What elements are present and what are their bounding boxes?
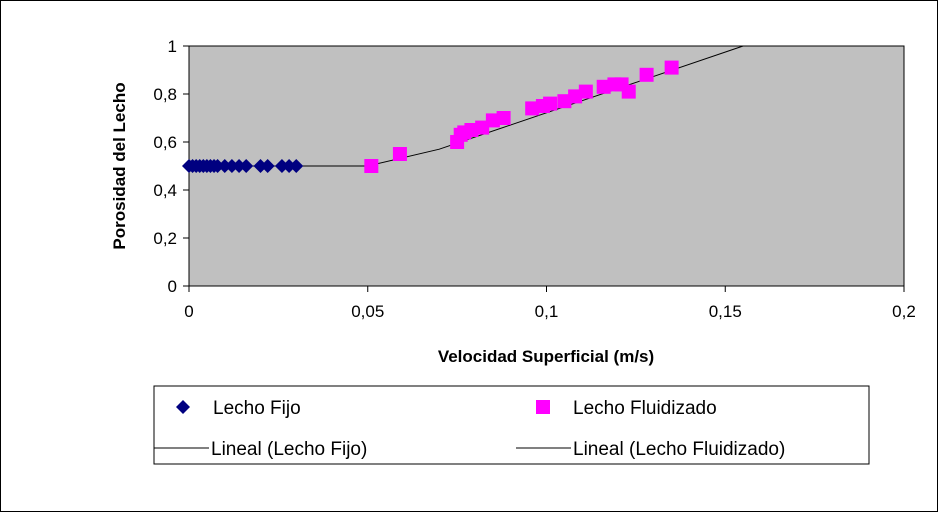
lecho-fijo-point bbox=[253, 159, 268, 173]
lecho-fluidizado-point bbox=[664, 60, 679, 75]
lecho-fluidizado-point bbox=[525, 101, 540, 116]
legend-marker bbox=[176, 400, 190, 414]
x-tick-label: 0 bbox=[184, 302, 193, 321]
lecho-fluidizado-point bbox=[557, 94, 572, 109]
y-tick-label: 0,2 bbox=[153, 229, 177, 248]
lecho-fluidizado-point bbox=[464, 123, 479, 137]
lecho-fluidizado-point bbox=[621, 84, 636, 99]
y-tick-label: 0,8 bbox=[153, 85, 177, 104]
lecho-fijo-point bbox=[289, 159, 304, 173]
x-axis-title: Velocidad Superficial (m/s) bbox=[438, 347, 654, 366]
legend-label: Lineal (Lecho Fluidizado) bbox=[573, 439, 785, 460]
y-axis-title: Porosidad del Lecho bbox=[110, 82, 129, 249]
legend-marker bbox=[536, 400, 550, 414]
lecho-fijo-point bbox=[232, 159, 247, 173]
x-tick-label: 0,05 bbox=[351, 302, 384, 321]
legend: Lecho Fijo Lecho Fluidizado Lineal (Lecho … bbox=[154, 398, 785, 460]
lecho-fluidizado-point bbox=[596, 79, 611, 94]
legend-box bbox=[153, 385, 870, 465]
lecho-fluidizado-point bbox=[485, 113, 500, 128]
y-tick-label: 0 bbox=[168, 277, 177, 296]
y-axis: 0 0,2 0,4 0,6 0,8 1 bbox=[153, 37, 189, 296]
x-tick-label: 0,2 bbox=[892, 302, 916, 321]
y-tick-label: 0,4 bbox=[153, 181, 177, 200]
lecho-fijo-point bbox=[260, 159, 275, 173]
lecho-fijo-point bbox=[217, 159, 232, 173]
lecho-fluidizado-point bbox=[364, 159, 379, 173]
lecho-fijo-point bbox=[274, 159, 289, 173]
lecho-fluidizado-point bbox=[639, 67, 654, 82]
legend-label: Lineal (Lecho Fijo) bbox=[211, 439, 367, 460]
lecho-fluidizado-point bbox=[496, 111, 511, 125]
lecho-fluidizado-point bbox=[568, 89, 583, 104]
lecho-fijo-point bbox=[239, 159, 254, 173]
legend-label: Lecho Fijo bbox=[213, 398, 301, 419]
lecho-fijo-point bbox=[224, 159, 239, 173]
lecho-fluidizado-point bbox=[392, 147, 407, 161]
x-tick-label: 0,15 bbox=[709, 302, 742, 321]
x-axis: 0 0,05 0,1 0,15 0,2 bbox=[184, 286, 916, 321]
lecho-fijo-point bbox=[282, 159, 297, 173]
series-layer bbox=[182, 45, 744, 173]
y-tick-label: 1 bbox=[168, 37, 177, 56]
lecho-fijo-point bbox=[210, 159, 225, 173]
x-tick-label: 0,1 bbox=[535, 302, 559, 321]
lecho-fluidizado-point bbox=[578, 84, 593, 99]
lecho-fluidizado-point bbox=[543, 96, 558, 111]
legend-label: Lecho Fluidizado bbox=[573, 398, 717, 419]
lecho-fluidizado-point bbox=[475, 120, 490, 135]
y-tick-label: 0,6 bbox=[153, 133, 177, 152]
